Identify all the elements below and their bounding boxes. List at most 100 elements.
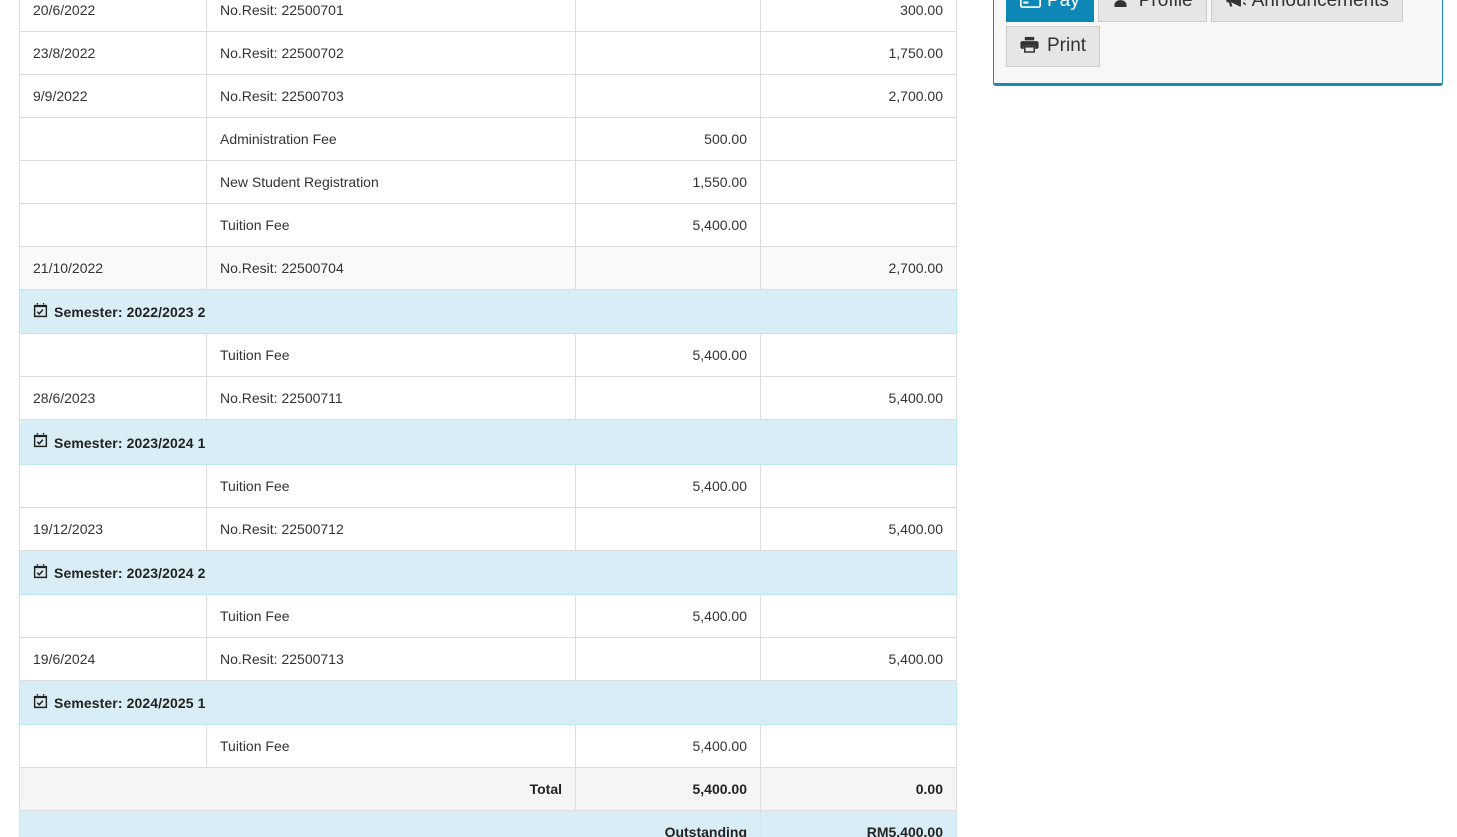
- cell-description: No.Resit: 22500701: [206, 0, 576, 32]
- bullhorn-icon: [1225, 0, 1246, 9]
- cell-debit: [575, 636, 761, 681]
- calendar-check-icon: [33, 303, 48, 318]
- semester-label: Semester: 2023/2024 2: [54, 564, 206, 581]
- total-debit-value: 5,400.00: [575, 767, 761, 812]
- outstanding-amount: RM5,400.00: [760, 810, 957, 837]
- pay-button[interactable]: Pay: [1006, 0, 1094, 22]
- table-row: 19/12/2023 No.Resit: 22500712 5,400.00: [19, 506, 957, 551]
- cell-credit: 5,400.00: [760, 506, 957, 551]
- cell-credit: [760, 160, 957, 204]
- cell-credit: [760, 463, 957, 508]
- cell-date: [19, 593, 207, 638]
- cell-date: 19/6/2024: [19, 636, 207, 681]
- outstanding-label: Outstanding: [19, 810, 761, 837]
- cell-debit: [575, 74, 761, 118]
- cell-date: [19, 117, 207, 161]
- cell-date: [19, 203, 207, 247]
- cell-credit: [760, 333, 957, 378]
- table-row: 23/8/2022 No.Resit: 22500702 1,750.00: [19, 31, 957, 75]
- cell-description: Tuition Fee: [206, 724, 576, 769]
- cell-date: [19, 724, 207, 769]
- semester-label: Semester: 2024/2025 1: [54, 695, 206, 712]
- table-row: 9/9/2022 No.Resit: 22500703 2,700.00: [19, 74, 957, 118]
- action-panel: Pay Profile Announcements Print: [993, 0, 1443, 86]
- cell-date: [19, 333, 207, 378]
- semester-divider-row: Semester: 2023/2024 1: [19, 419, 957, 465]
- semester-cell: Semester: 2022/2023 2: [19, 288, 957, 335]
- cell-date: 21/10/2022: [19, 246, 207, 290]
- announcements-button[interactable]: Announcements: [1210, 0, 1403, 22]
- cell-description: New Student Registration: [206, 160, 576, 204]
- semester-divider-row: Semester: 2022/2023 2: [19, 288, 957, 335]
- cell-credit: 2,700.00: [760, 246, 957, 290]
- semester-divider-row: Semester: 2024/2025 1: [19, 679, 957, 726]
- cell-debit: 5,400.00: [575, 463, 761, 508]
- cell-date: 28/6/2023: [19, 376, 207, 421]
- total-credit-value: 0.00: [760, 767, 957, 812]
- pay-button-label: Pay: [1047, 0, 1080, 11]
- table-row: Administration Fee 500.00: [19, 117, 957, 161]
- table-row: Tuition Fee 5,400.00: [19, 463, 957, 508]
- calendar-check-icon: [33, 693, 48, 709]
- cell-credit: 1,750.00: [760, 31, 957, 75]
- cell-date: 9/9/2022: [19, 74, 207, 118]
- cell-description: No.Resit: 22500712: [206, 506, 576, 551]
- cell-description: No.Resit: 22500704: [206, 246, 576, 290]
- table-row: 20/6/2022 No.Resit: 22500701 300.00: [19, 0, 957, 32]
- cell-credit: [760, 593, 957, 638]
- cell-debit: 5,400.00: [575, 333, 761, 378]
- announcements-button-label: Announcements: [1251, 0, 1389, 11]
- semester-label: Semester: 2022/2023 2: [54, 304, 206, 321]
- outstanding-row: Outstanding RM5,400.00: [19, 810, 957, 837]
- cell-debit: 5,400.00: [575, 724, 761, 769]
- cell-description: No.Resit: 22500702: [206, 31, 576, 75]
- printer-icon: [1020, 36, 1041, 54]
- action-button-group: Pay Profile Announcements Print: [1006, 0, 1430, 71]
- total-row: Total 5,400.00 0.00: [19, 767, 957, 812]
- cell-debit: [575, 506, 761, 551]
- semester-cell: Semester: 2023/2024 2: [19, 549, 957, 595]
- cell-credit: [760, 117, 957, 161]
- cell-date: 19/12/2023: [19, 506, 207, 551]
- profile-button[interactable]: Profile: [1097, 0, 1207, 22]
- table-row: 19/6/2024 No.Resit: 22500713 5,400.00: [19, 636, 957, 681]
- print-button-label: Print: [1047, 35, 1087, 56]
- cell-credit: 5,400.00: [760, 636, 957, 681]
- cell-credit: 2,700.00: [760, 74, 957, 118]
- cell-debit: [575, 376, 761, 421]
- fee-statement-container: 20/6/2022 No.Resit: 22500701 300.00 23/8/20…: [19, 0, 957, 837]
- profile-button-label: Profile: [1138, 0, 1193, 11]
- table-row: Tuition Fee 5,400.00: [19, 333, 957, 378]
- cell-debit: 5,400.00: [575, 203, 761, 247]
- user-icon: [1112, 0, 1133, 9]
- credit-card-icon: [1020, 0, 1041, 9]
- table-row: Tuition Fee 5,400.00: [19, 593, 957, 638]
- cell-debit: 5,400.00: [575, 593, 761, 638]
- cell-debit: [575, 31, 761, 75]
- semester-cell: Semester: 2023/2024 1: [19, 419, 957, 465]
- semester-divider-row: Semester: 2023/2024 2: [19, 549, 957, 595]
- print-button[interactable]: Print: [1006, 26, 1101, 67]
- cell-debit: [575, 246, 761, 290]
- cell-description: Tuition Fee: [206, 593, 576, 638]
- fee-statement-table: 20/6/2022 No.Resit: 22500701 300.00 23/8/20…: [19, 0, 957, 837]
- table-row: Tuition Fee 5,400.00: [19, 203, 957, 247]
- cell-credit: [760, 203, 957, 247]
- cell-date: [19, 160, 207, 204]
- table-row: New Student Registration 1,550.00: [19, 160, 957, 204]
- cell-date: 20/6/2022: [19, 0, 207, 32]
- calendar-check-icon: [33, 433, 48, 448]
- cell-description: Administration Fee: [206, 117, 576, 161]
- cell-debit: 1,550.00: [575, 160, 761, 204]
- table-row: 28/6/2023 No.Resit: 22500711 5,400.00: [19, 376, 957, 421]
- cell-date: [19, 463, 207, 508]
- table-row: Tuition Fee 5,400.00: [19, 724, 957, 769]
- cell-description: No.Resit: 22500713: [206, 636, 576, 681]
- cell-credit: 300.00: [760, 0, 957, 32]
- semester-label: Semester: 2023/2024 1: [54, 434, 206, 451]
- cell-credit: [760, 724, 957, 769]
- total-label: Total: [19, 767, 576, 812]
- cell-date: 23/8/2022: [19, 31, 207, 75]
- cell-description: Tuition Fee: [206, 203, 576, 247]
